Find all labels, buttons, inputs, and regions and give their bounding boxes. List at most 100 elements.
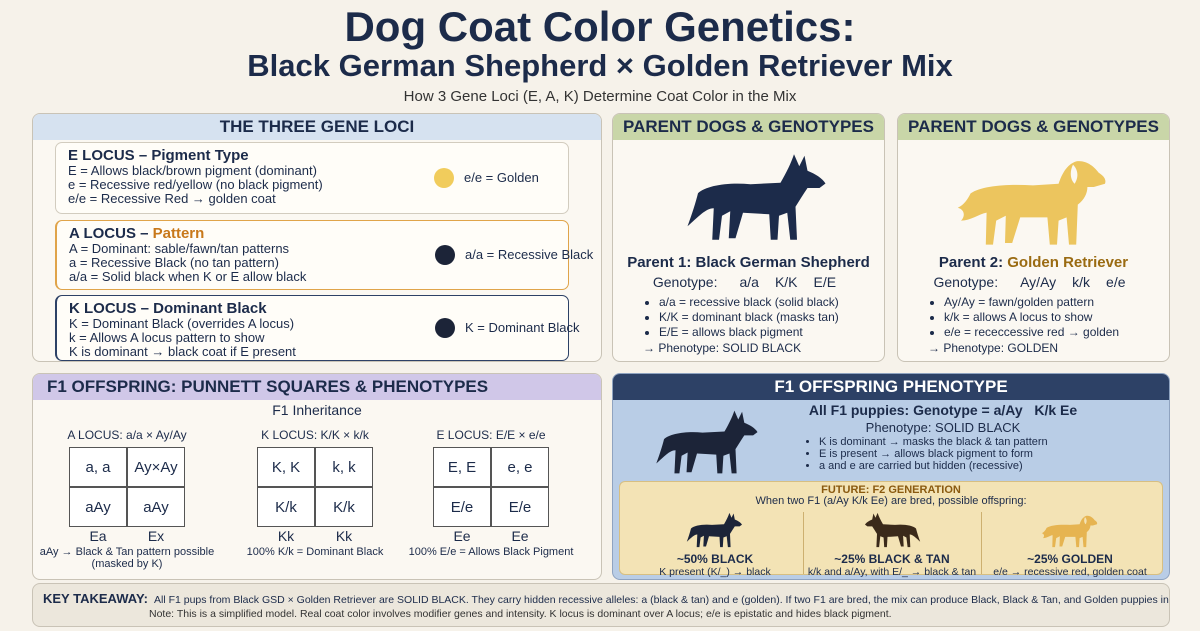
dog-silhouette [865,512,921,548]
future-title: FUTURE: F2 GENERATION [821,484,961,496]
dog-silhouette [686,512,742,548]
punnett-cell: e, e [491,447,549,487]
parent-name: Parent 1: Black German Shepherd [613,254,884,271]
note: Ay/Ay = fawn/golden pattern [944,295,1119,310]
parent-name: Parent 2: Golden Retriever [898,254,1169,271]
genotype-label: Genotype: [652,274,718,290]
allele: k/k [1072,274,1091,290]
punnett-cell: aAy [69,487,127,527]
locus-heading: A LOCUS – Pattern [69,225,556,242]
title: Dog Coat Color Genetics: [344,3,856,50]
locus-box: E LOCUS – Pigment Type E = Allows black/b… [55,142,569,214]
punnett-cell: a, a [69,447,127,487]
note: K/K = dominant black (masks tan) [659,310,839,325]
locus-line: A = Dominant: sable/fawn/tan patterns [69,241,290,256]
panel-heading: F1 OFFSPRING: PUNNETT SQUARES & PHENOTYP… [33,374,601,400]
panel-heading: PARENT DOGS & GENOTYPES [613,114,884,140]
legend-dot [434,168,454,188]
genotype: Genotype: a/a K/K E/E [613,274,884,290]
note: E is present → allows black pigment to f… [819,448,1048,460]
note: a and e are carried but hidden (recessiv… [819,460,1048,472]
dog-silhouette [687,154,826,240]
f1-phenotype: Phenotype: SOLID BLACK [865,420,1021,435]
outcome-label: ~50% BLACK [676,552,754,566]
col-label: Ee [453,528,471,544]
future-area: FUTURE: F2 GENERATION When two F1 (a/Ay K… [619,481,1163,578]
locus-name-em: Pattern [152,225,205,242]
locus-line: e = Recessive red/yellow (no black pigme… [68,177,323,192]
locus-line: E = Allows black/brown pigment (dominant… [68,163,317,178]
punnett-panel: F1 OFFSPRING: PUNNETT SQUARES & PHENOTYP… [32,373,602,580]
dog-silhouette [656,410,758,474]
punnett-cell: aAy [127,487,185,527]
takeaway-text: All F1 pups from Black GSD × Golden Retr… [153,594,1170,606]
note: k/k = allows A locus to show [944,310,1119,325]
note: K is dominant → masks the black & tan pa… [819,436,1048,448]
allele: E/E [813,274,837,290]
takeaway-line: KEY TAKEAWAY: All F1 pups from Black GSD … [43,591,1170,606]
square-note: aAy → Black & Tan pattern possible [39,546,215,558]
punnett-cell: E, E [433,447,491,487]
locus-line: a = Recessive Black (no tan pattern) [69,255,279,270]
locus-line: k = Allows A locus pattern to show [69,330,265,345]
outcome-label: ~25% GOLDEN [1027,552,1113,566]
locus-box: K LOCUS – Dominant Black K = Dominant Bla… [55,295,580,361]
divider [803,512,804,574]
locus-line: K is dominant → black coat if E present [69,344,296,359]
notes: a/a = recessive black (solid black)K/K =… [643,295,839,340]
panel-heading: THE THREE GENE LOCI [33,114,601,140]
outcome-label: ~25% BLACK & TAN [834,552,950,566]
square-label: K LOCUS: K/K × k/k [261,428,369,442]
legend-dot [435,245,455,265]
takeaway: KEY TAKEAWAY: All F1 pups from Black GSD … [32,583,1170,627]
allele: Ay/Ay [1020,274,1057,290]
col-label: Ee [511,528,529,544]
locus-line: K = Dominant Black (overrides A locus) [69,316,295,331]
f1-genotype: All F1 puppies: Genotype = a/Ay K/k Ee [808,402,1078,418]
parent-name-text: Parent 1: Black German Shepherd [627,254,870,271]
locus-name: A LOCUS – [69,225,153,242]
notes: Ay/Ay = fawn/golden patternk/k = allows … [928,295,1119,340]
parent-name-text: Parent 2: [938,254,1008,271]
punnett-cell: K/k [257,487,315,527]
dog-silhouette [1041,515,1098,548]
phenotype: → Phenotype: SOLID BLACK [643,341,802,355]
outcome-desc: K present (K/_) → black [659,566,771,578]
allele: a/a [739,274,759,290]
divider [981,512,982,574]
genotype-label: Genotype: [933,274,999,290]
locus-line: e/e = Recessive Red → golden coat [68,191,276,206]
title: Black German Shepherd × Golden Retriever… [247,48,953,83]
allele: K/K [774,274,798,290]
locus-name: K LOCUS – Dominant Black [69,300,267,317]
parent-panel: PARENT DOGS & GENOTYPES Parent 1: Black G… [612,113,885,362]
panel-subtitle: F1 Inheritance [272,402,362,418]
legend-dot [435,318,455,338]
loci-panel: THE THREE GENE LOCI E LOCUS – Pigment Typ… [32,113,602,362]
allele: e/e [1106,274,1126,290]
genotype: Genotype: Ay/Ay k/k e/e [898,274,1169,290]
punnett-cell: k, k [315,447,373,487]
punnett-cell: E/e [433,487,491,527]
punnett-cell: E/e [491,487,549,527]
note: e/e = receccessive red → golden [944,325,1119,340]
f1-notes: K is dominant → masks the black & tan pa… [803,436,1048,472]
col-label: Kk [335,528,353,544]
punnett-cell: K/k [315,487,373,527]
locus-heading: E LOCUS – Pigment Type [68,147,556,164]
col-label: Ea [89,528,107,544]
dog-silhouette [957,161,1106,245]
legend-label: e/e = Golden [464,170,539,185]
outcome-desc: k/k and a/Ay, with E/_ → black & tan [807,566,977,578]
punnett-cell: K, K [257,447,315,487]
square-label: A LOCUS: a/a × Ay/Ay [67,428,187,442]
panel-heading: PARENT DOGS & GENOTYPES [898,114,1169,140]
legend-label: K = Dominant Black [465,320,580,335]
f1-panel: F1 OFFSPRING PHENOTYPE All F1 puppies: Ge… [612,373,1170,580]
note: E/E = allows black pigment [659,325,839,340]
legend-label: a/a = Recessive Black [465,247,594,262]
square-note: 100% K/k = Dominant Black [246,546,384,558]
note: a/a = recessive black (solid black) [659,295,839,310]
square-note: (masked by K) [91,558,163,570]
